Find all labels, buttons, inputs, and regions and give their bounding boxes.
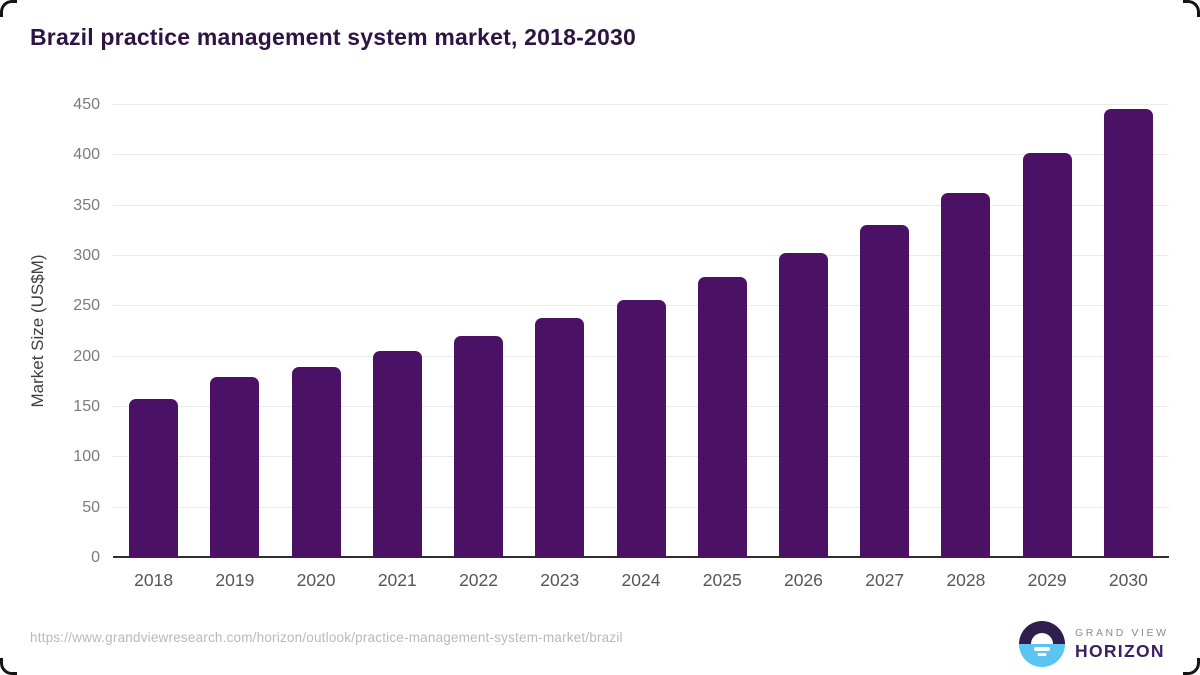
bar-2022 [454, 335, 504, 557]
y-tick-label-50: 50 [82, 498, 100, 516]
x-tick-label-2023: 2023 [540, 570, 580, 590]
y-tick-label-0: 0 [91, 549, 100, 566]
grand-view-horizon-logo: GRAND VIEW HORIZON [1019, 621, 1166, 667]
y-tick-label-250: 250 [73, 297, 100, 315]
rounded-corner-top-right [1183, 0, 1200, 17]
gridline-300 [113, 255, 1169, 256]
x-tick-label-2025: 2025 [702, 570, 742, 590]
logo-brand-name: GRAND VIEW [1075, 627, 1169, 639]
y-tick-label-350: 350 [73, 196, 100, 214]
x-tick-label-2026: 2026 [783, 570, 823, 590]
y-tick-label-400: 400 [73, 146, 100, 164]
y-tick-label-150: 150 [73, 398, 100, 415]
gridline-400 [113, 154, 1169, 156]
y-axis-title: Market Size (US$M) [28, 254, 47, 408]
y-tick-label-100: 100 [73, 448, 100, 466]
x-tick-label-2019: 2019 [215, 570, 255, 590]
sun-reflection-line [1034, 647, 1050, 651]
logo-text: GRAND VIEW HORIZON [1075, 627, 1169, 662]
y-tick-label-450: 450 [73, 96, 100, 113]
rounded-corner-top-left [0, 0, 17, 17]
bar-2026 [778, 253, 828, 557]
x-tick-label-2024: 2024 [621, 570, 661, 590]
x-tick-label-2018: 2018 [134, 570, 174, 590]
bar-2029 [1022, 153, 1072, 557]
x-tick-label-2022: 2022 [459, 570, 498, 590]
source-url: https://www.grandviewresearch.com/horizo… [30, 630, 623, 645]
bar-2028 [941, 192, 991, 557]
plot-area [113, 104, 1169, 558]
bar-2024 [616, 300, 666, 557]
x-tick-label-2029: 2029 [1027, 570, 1067, 590]
gridline-450 [113, 104, 1169, 105]
x-tick-label-2021: 2021 [377, 570, 417, 590]
bar-2025 [697, 277, 747, 557]
logo-product-name: HORIZON [1075, 641, 1165, 661]
bar-2020 [291, 366, 341, 557]
x-tick-label-2020: 2020 [296, 570, 336, 590]
bar-2030 [1103, 109, 1153, 557]
gridline-350 [113, 204, 1169, 206]
bar-2021 [372, 350, 422, 557]
x-tick-label-2030: 2030 [1108, 570, 1148, 590]
sun-reflection-line [1037, 653, 1047, 656]
bar-2023 [535, 318, 585, 557]
x-axis-line [113, 556, 1169, 558]
x-tick-label-2028: 2028 [946, 570, 986, 590]
y-tick-label-200: 200 [73, 347, 100, 365]
horizon-sunset-icon [1019, 621, 1065, 667]
y-tick-label-300: 300 [73, 247, 100, 264]
sun-dome-shape [1031, 633, 1053, 644]
bar-2019 [210, 376, 260, 557]
bar-2027 [860, 224, 910, 557]
x-tick-label-2027: 2027 [865, 570, 905, 590]
chart-title: Brazil practice management system market… [30, 24, 636, 50]
rounded-corner-bottom-left [0, 658, 17, 675]
rounded-corner-bottom-right [1183, 658, 1200, 675]
bar-2018 [129, 398, 179, 557]
